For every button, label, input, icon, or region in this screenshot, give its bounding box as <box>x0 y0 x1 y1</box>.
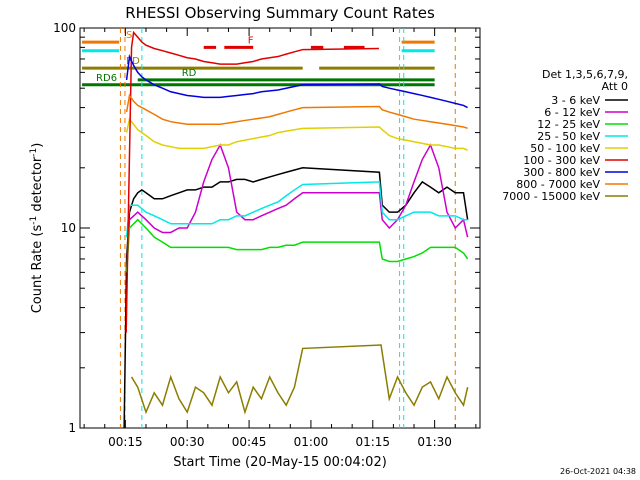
y-tick-label-2: 100 <box>53 21 76 35</box>
legend-header-0: Det 1,3,5,6,7,9, <box>542 68 628 81</box>
series-line-0 <box>123 167 469 428</box>
legend-header-1: Att 0 <box>602 80 628 93</box>
x-tick-label-5: 01:30 <box>417 435 452 449</box>
x-tick-label-3: 01:00 <box>294 435 329 449</box>
legend-label-7: 800 - 7000 keV <box>516 178 600 191</box>
y-tick-label-1: 10 <box>61 221 76 235</box>
y-tick-label-0: 1 <box>68 421 76 435</box>
legend-label-5: 100 - 300 keV <box>523 154 600 167</box>
x-tick-label-0: 00:15 <box>108 435 143 449</box>
flag-label-saa: S <box>126 30 132 41</box>
plot-frame <box>79 27 481 429</box>
timestamp: 26-Oct-2021 04:38 <box>560 467 636 476</box>
series-line-6 <box>125 53 468 109</box>
series-line-3 <box>125 181 468 238</box>
flag-label-flare: F <box>248 35 254 46</box>
y-axis-label: Count Rate (s-1 detector-1) <box>29 143 45 314</box>
flag-label-pd: PD <box>126 56 140 67</box>
x-tick-label-4: 01:15 <box>355 435 390 449</box>
legend-label-0: 3 - 6 keV <box>551 94 600 107</box>
y-axis: 1 10 100 <box>53 21 480 435</box>
series-group <box>123 30 469 428</box>
legend-label-4: 50 - 100 keV <box>530 142 600 155</box>
flag-bars: S F PD RD RD6 <box>82 28 456 428</box>
series-line-2 <box>125 218 469 273</box>
x-axis: 00:15 00:30 00:45 01:00 01:15 01:30 <box>83 28 477 449</box>
series-line-7 <box>125 93 468 130</box>
chart-title: RHESSI Observing Summary Count Rates <box>125 4 435 22</box>
flag-label-rd: RD <box>182 68 197 79</box>
series-line-4 <box>125 117 468 151</box>
legend-label-6: 300 - 800 keV <box>523 166 600 179</box>
series-line-1 <box>125 143 469 273</box>
x-tick-label-1: 00:30 <box>170 435 205 449</box>
legend-label-1: 6 - 12 keV <box>544 106 600 119</box>
legend-label-3: 25 - 50 keV <box>537 130 600 143</box>
legend-label-2: 12 - 25 keV <box>537 118 600 131</box>
flag-label-rd6: RD6 <box>96 73 117 84</box>
x-axis-label: Start Time (20-May-15 00:04:02) <box>173 455 387 470</box>
legend-label-8: 7000 - 15000 keV <box>502 190 600 203</box>
x-tick-label-2: 00:45 <box>232 435 267 449</box>
series-line-8 <box>130 344 469 415</box>
series-line-5 <box>125 30 379 333</box>
